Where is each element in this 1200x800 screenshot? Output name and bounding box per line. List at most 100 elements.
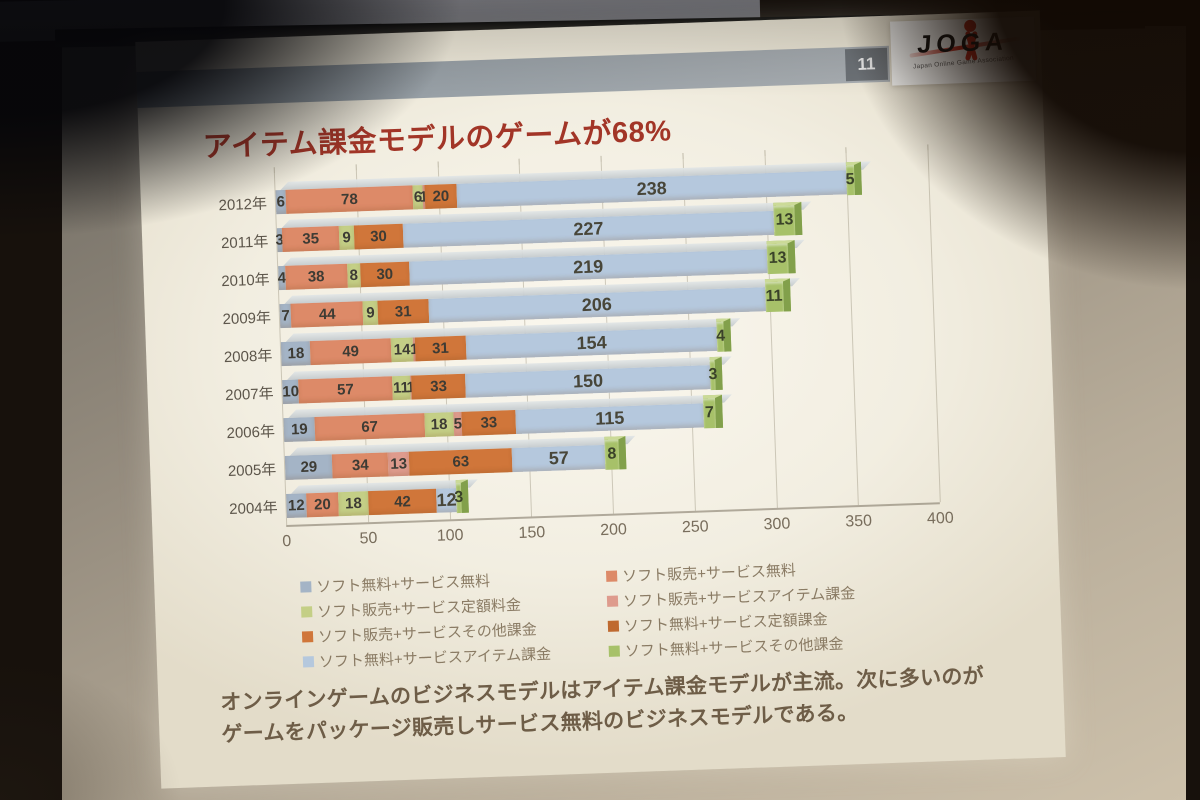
category-label: 2009年 xyxy=(222,308,272,328)
bar-segment: 19 xyxy=(283,416,316,443)
legend-swatch xyxy=(605,570,618,582)
segment-value-label: 31 xyxy=(394,303,412,321)
stacked-bar-chart: 2012年678612023852011年335930227132010年438… xyxy=(158,150,961,561)
segment-value-label: 20 xyxy=(313,495,332,514)
bar-segment: 31 xyxy=(414,335,467,362)
segment-value-label: 11 xyxy=(765,287,783,305)
bar-end-cap-segment: 7 xyxy=(703,394,723,428)
segment-value-label: 34 xyxy=(351,456,369,475)
legend-swatch xyxy=(301,631,314,643)
bar-segment: 78 xyxy=(285,185,414,214)
segment-value-label: 154 xyxy=(576,332,607,354)
bar-end-cap-segment: 5 xyxy=(845,161,862,195)
segment-value-label: 57 xyxy=(548,447,570,469)
segment-value-label: 57 xyxy=(336,381,355,399)
bar-segment: 115 xyxy=(515,403,705,434)
page-number-badge: 11 xyxy=(844,47,889,82)
bar-segment: 13 xyxy=(387,451,410,477)
bar-segment: 33 xyxy=(411,373,466,400)
legend-label: ソフト販売+サービス定額料金 xyxy=(316,596,522,622)
bar-segment: 18 xyxy=(280,341,312,367)
segment-value-label: 238 xyxy=(636,178,668,200)
x-axis-tick-label: 0 xyxy=(282,532,292,551)
bar-segment: 12 xyxy=(286,493,307,519)
segment-value-label: 78 xyxy=(340,190,359,209)
bar-segment: 33 xyxy=(461,409,517,436)
legend-item: ソフト無料+サービス定額課金 xyxy=(607,607,857,637)
segment-value-label: 6 xyxy=(276,193,286,211)
legend-item: ソフト無料+サービスその他課金 xyxy=(608,632,857,662)
category-label: 2011年 xyxy=(220,233,269,252)
segment-value-label: 44 xyxy=(318,305,336,324)
bar-end-cap-segment: 4 xyxy=(715,317,732,352)
legend-swatch xyxy=(300,581,312,593)
segment-value-label: 18 xyxy=(430,415,448,434)
x-axis-tick-label: 50 xyxy=(359,529,378,548)
legend-swatch xyxy=(302,656,315,668)
slide: 11 JOGA Japan Online Game Association アイ… xyxy=(135,10,1066,789)
segment-value-label: 7 xyxy=(704,403,715,421)
bar-segment: 38 xyxy=(284,263,348,290)
segment-value-label: 227 xyxy=(573,218,604,240)
x-axis-tick-label: 350 xyxy=(845,512,873,531)
legend-item: ソフト販売+サービス無料 xyxy=(605,557,855,587)
x-axis-tick-label: 200 xyxy=(599,521,628,540)
legend-label: ソフト販売+サービスその他課金 xyxy=(317,621,538,646)
segment-value-label: 8 xyxy=(607,444,617,463)
legend-label: ソフト無料+サービスアイテム課金 xyxy=(318,645,552,671)
segment-value-label: 20 xyxy=(432,187,450,206)
legend-label: ソフト無料+サービスその他課金 xyxy=(624,635,844,661)
segment-value-label: 13 xyxy=(768,248,787,267)
legend-label: ソフト販売+サービス無料 xyxy=(621,562,797,586)
slide-header-band: 11 xyxy=(136,45,891,108)
segment-value-label: 219 xyxy=(572,256,604,278)
segment-value-label: 35 xyxy=(302,230,320,248)
bar-segment: 30 xyxy=(353,223,404,250)
segment-value-label: 33 xyxy=(480,414,498,432)
legend-label: ソフト無料+サービス無料 xyxy=(316,572,491,597)
segment-value-label: 150 xyxy=(572,370,604,392)
segment-value-label: 14 xyxy=(393,341,411,359)
bar-end-cap-segment: 13 xyxy=(766,239,796,274)
segment-value-label: 38 xyxy=(307,268,325,286)
segment-value-label: 18 xyxy=(287,344,305,363)
category-label: 2010年 xyxy=(220,270,270,290)
bar-segment: 20 xyxy=(305,492,340,518)
segment-value-label: 13 xyxy=(775,210,794,229)
segment-value-label: 4 xyxy=(715,327,726,345)
legend-label: ソフト販売+サービスアイテム課金 xyxy=(622,585,856,611)
x-axis-tick-label: 150 xyxy=(518,524,546,542)
bar-segment: 31 xyxy=(377,298,429,325)
legend-swatch xyxy=(606,595,619,607)
segment-value-label: 3 xyxy=(708,365,718,383)
category-label: 2012年 xyxy=(218,195,268,214)
segment-value-label: 10 xyxy=(282,383,300,401)
segment-value-label: 5 xyxy=(845,170,855,188)
legend-swatch xyxy=(608,645,620,657)
bar-segment: 18 xyxy=(338,491,369,517)
bar-segment: 57 xyxy=(511,444,606,473)
category-label: 2006年 xyxy=(226,422,276,442)
bar-segment: 35 xyxy=(281,226,340,253)
segment-value-label: 12 xyxy=(287,496,305,515)
segment-value-label: 9 xyxy=(342,229,352,247)
slide-footer: オンラインゲームのビジネスモデルはアイテム課金モデルが主流。次に多いのが ゲーム… xyxy=(220,661,986,751)
segment-value-label: 13 xyxy=(390,455,408,473)
segment-value-label: 19 xyxy=(290,420,309,439)
bar-end-cap-segment: 11 xyxy=(764,277,791,312)
segment-value-label: 63 xyxy=(452,453,470,471)
bar-segment: 9 xyxy=(362,300,379,326)
legend-swatch xyxy=(607,620,620,632)
segment-value-label: 30 xyxy=(376,265,394,284)
bar-segment: 63 xyxy=(408,448,513,476)
x-axis-tick-label: 100 xyxy=(436,526,464,545)
x-axis-tick-label: 400 xyxy=(926,509,955,528)
bar-end-cap-segment: 3 xyxy=(454,479,469,513)
segment-value-label: 31 xyxy=(431,339,450,358)
segment-value-label: 8 xyxy=(349,266,359,285)
bar-segment: 18 xyxy=(423,412,455,438)
bar-segment: 20 xyxy=(424,183,458,210)
segment-value-label: 42 xyxy=(393,493,412,511)
bar-segment: 42 xyxy=(367,488,438,516)
